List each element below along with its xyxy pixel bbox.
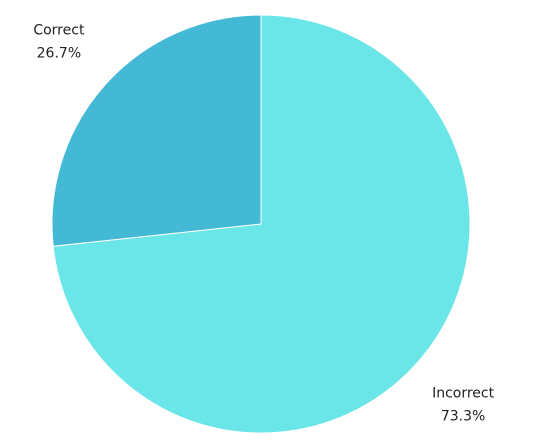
slice-label: Correct: [33, 22, 85, 38]
pie-slice: [52, 14, 471, 434]
pie-slice: [51, 14, 262, 247]
slice-label: Incorrect: [432, 386, 495, 402]
slice-value-label: 73.3%: [441, 409, 485, 425]
slice-value-label: 26.7%: [37, 45, 81, 61]
